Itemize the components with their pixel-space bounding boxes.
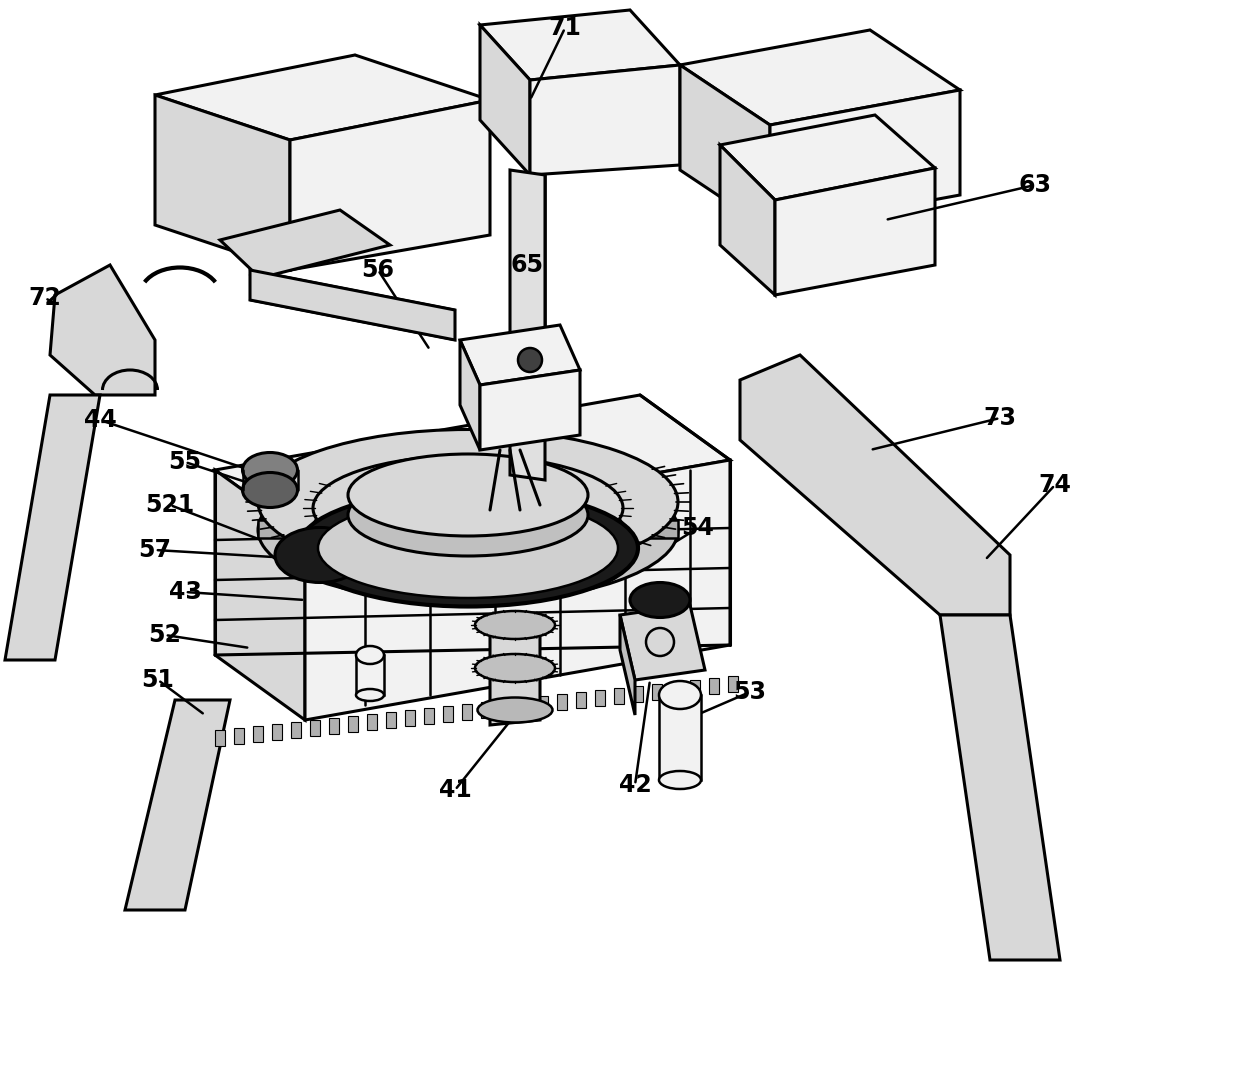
Bar <box>557 694 567 710</box>
Bar <box>272 724 281 740</box>
Ellipse shape <box>243 473 298 507</box>
Polygon shape <box>770 90 960 230</box>
Text: 71: 71 <box>548 16 582 40</box>
Bar <box>367 714 377 730</box>
Polygon shape <box>215 470 305 720</box>
Bar <box>520 698 529 714</box>
Polygon shape <box>775 168 935 295</box>
Text: 63: 63 <box>1018 173 1052 197</box>
Bar <box>595 690 605 706</box>
Polygon shape <box>529 65 680 175</box>
Polygon shape <box>460 340 480 450</box>
Text: 41: 41 <box>439 778 471 802</box>
Polygon shape <box>125 700 229 910</box>
Text: 52: 52 <box>149 623 181 647</box>
Ellipse shape <box>475 654 556 682</box>
Polygon shape <box>658 695 701 780</box>
Polygon shape <box>155 95 290 270</box>
Bar <box>291 723 301 738</box>
Ellipse shape <box>298 490 639 607</box>
Text: 57: 57 <box>139 538 171 562</box>
Ellipse shape <box>317 498 618 598</box>
Bar <box>443 706 453 723</box>
Polygon shape <box>480 370 580 450</box>
Polygon shape <box>356 655 384 695</box>
Bar <box>728 676 738 693</box>
Ellipse shape <box>475 611 556 639</box>
Bar <box>424 708 434 724</box>
Circle shape <box>518 348 542 372</box>
Polygon shape <box>740 355 1011 615</box>
Bar <box>463 704 472 720</box>
Polygon shape <box>680 30 960 125</box>
Bar <box>310 720 320 736</box>
Polygon shape <box>480 25 529 175</box>
Ellipse shape <box>658 681 701 709</box>
Text: 521: 521 <box>145 493 195 517</box>
Ellipse shape <box>275 527 365 582</box>
Polygon shape <box>460 325 580 385</box>
Polygon shape <box>620 615 635 715</box>
Polygon shape <box>510 170 546 480</box>
Ellipse shape <box>356 689 384 701</box>
Polygon shape <box>680 65 770 230</box>
Text: 55: 55 <box>169 450 201 474</box>
Ellipse shape <box>243 452 298 488</box>
Bar <box>614 688 624 704</box>
Polygon shape <box>720 145 775 295</box>
Bar <box>234 728 244 744</box>
Text: 74: 74 <box>1039 473 1071 497</box>
Text: 72: 72 <box>29 286 62 310</box>
Bar <box>215 730 224 746</box>
Ellipse shape <box>258 458 678 602</box>
Ellipse shape <box>348 474 588 556</box>
Polygon shape <box>50 265 155 394</box>
Bar <box>481 702 491 718</box>
Ellipse shape <box>258 430 678 575</box>
Text: 43: 43 <box>169 580 201 604</box>
Ellipse shape <box>658 771 701 789</box>
Polygon shape <box>720 115 935 200</box>
Bar <box>689 680 701 696</box>
Polygon shape <box>155 55 490 140</box>
Bar <box>632 686 644 702</box>
Polygon shape <box>219 210 391 278</box>
Polygon shape <box>290 100 490 270</box>
Text: 65: 65 <box>511 253 543 277</box>
Text: 56: 56 <box>362 258 394 282</box>
Ellipse shape <box>312 477 622 582</box>
Text: 42: 42 <box>619 773 651 796</box>
Polygon shape <box>940 615 1060 961</box>
Bar <box>253 726 263 742</box>
Polygon shape <box>5 394 100 660</box>
Text: 53: 53 <box>734 680 766 704</box>
Polygon shape <box>215 394 730 535</box>
Bar <box>671 682 681 698</box>
Text: 51: 51 <box>141 668 175 693</box>
Text: 54: 54 <box>682 516 714 540</box>
Ellipse shape <box>356 646 384 664</box>
Bar <box>538 696 548 712</box>
Bar <box>329 718 339 734</box>
Polygon shape <box>490 615 539 725</box>
Bar <box>652 684 662 700</box>
Polygon shape <box>480 10 680 80</box>
Bar <box>405 710 415 726</box>
Text: 44: 44 <box>83 408 117 432</box>
Ellipse shape <box>348 455 588 536</box>
Text: 73: 73 <box>983 406 1017 430</box>
Bar <box>500 700 510 716</box>
Polygon shape <box>305 460 730 720</box>
Ellipse shape <box>477 698 553 723</box>
Ellipse shape <box>630 582 689 617</box>
Polygon shape <box>620 605 706 680</box>
Ellipse shape <box>312 456 622 561</box>
Bar <box>386 712 396 728</box>
Polygon shape <box>258 520 678 538</box>
Bar <box>577 693 587 708</box>
Polygon shape <box>250 270 455 340</box>
Bar <box>709 678 719 694</box>
Bar <box>348 716 358 732</box>
